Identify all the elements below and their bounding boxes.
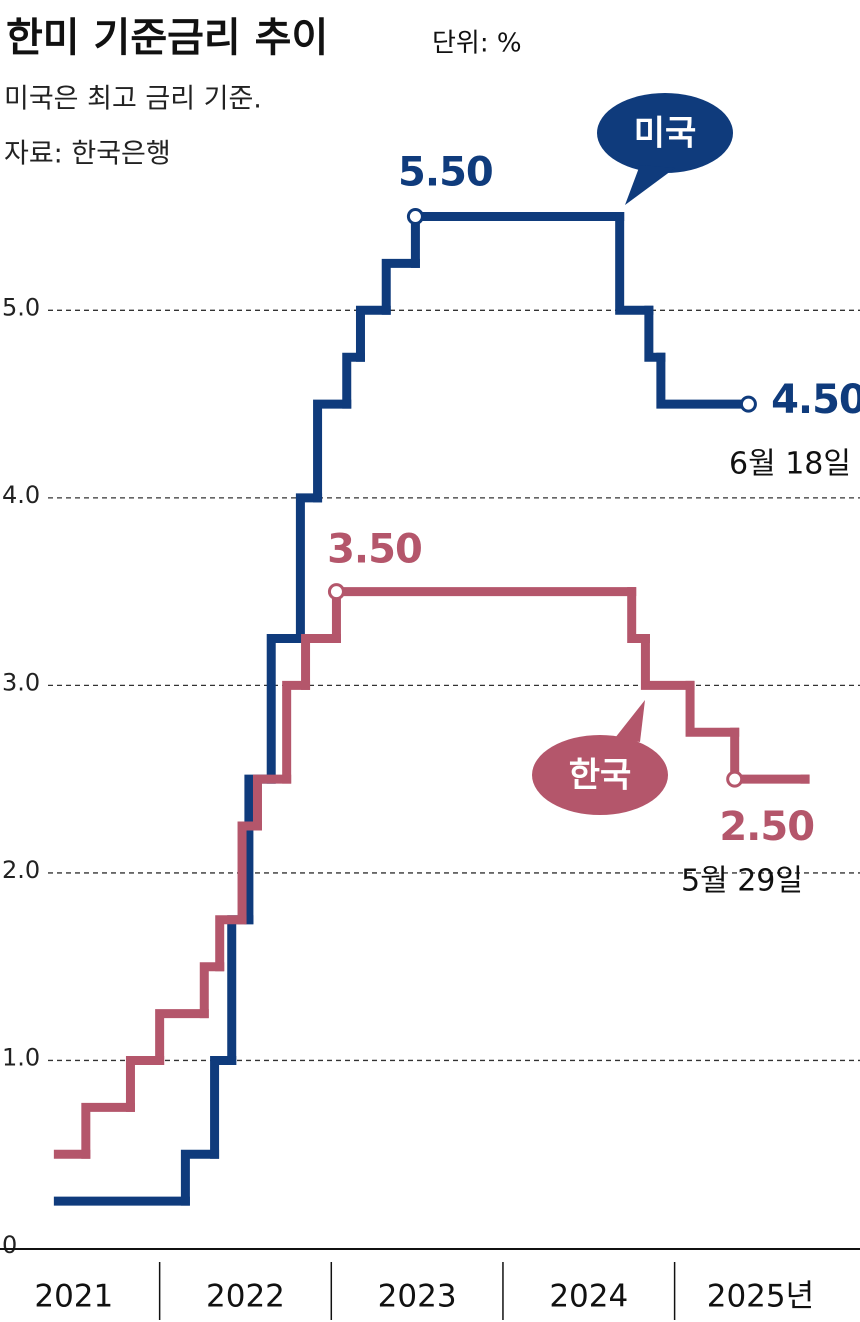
step-segment <box>155 1009 209 1065</box>
step-segment <box>301 634 341 690</box>
step-segment <box>180 1149 220 1206</box>
x-tick-label: 2024 <box>549 1279 628 1315</box>
date-annotation: 6월 18일 <box>729 447 851 482</box>
x-tick-label: 2022 <box>206 1279 285 1315</box>
step-segment <box>81 1102 135 1159</box>
value-label: 5.50 <box>398 150 493 196</box>
step-segment <box>331 587 637 643</box>
step-segment <box>210 1055 237 1159</box>
step-segment <box>410 212 625 268</box>
unit-label: 단위: % <box>432 29 522 59</box>
legend-bubble <box>597 93 733 173</box>
x-tick-label: 2025년 <box>707 1279 814 1315</box>
x-tick-label: 2023 <box>378 1279 457 1315</box>
step-segment <box>381 258 420 315</box>
step-segment <box>266 634 305 784</box>
step-segment <box>313 399 352 503</box>
step-segment <box>644 305 666 362</box>
value-label: 2.50 <box>719 804 814 850</box>
y-tick-label: 5.0 <box>2 293 40 321</box>
y-tick-label: 0 <box>2 1231 17 1259</box>
step-segment <box>656 352 753 409</box>
series-line <box>53 587 810 1159</box>
step-segment <box>125 1055 165 1112</box>
step-segment <box>627 587 650 643</box>
legend-bubble-tail <box>625 165 675 205</box>
date-annotation: 5월 29일 <box>681 864 803 899</box>
step-segment <box>342 352 365 409</box>
step-segment <box>237 821 262 925</box>
legend-label: 한국 <box>569 756 632 796</box>
step-segment <box>282 680 311 784</box>
step-segment <box>685 680 740 737</box>
legend-label: 미국 <box>634 114 697 154</box>
step-segment <box>615 212 654 315</box>
step-segment <box>640 634 695 690</box>
source: 자료: 한국은행 <box>4 139 171 170</box>
step-segment <box>199 962 225 1019</box>
step-segment <box>355 305 391 362</box>
point-marker <box>406 208 424 226</box>
step-segment <box>730 727 810 784</box>
chart-title: 한미 기준금리 추이 <box>6 15 328 61</box>
step-segment <box>227 915 254 1065</box>
step-segment <box>215 915 247 972</box>
y-tick-label: 3.0 <box>2 668 40 696</box>
point-marker <box>739 395 757 413</box>
step-segment <box>295 493 323 643</box>
subtitle: 미국은 최고 금리 기준. <box>4 84 262 115</box>
y-tick-label: 1.0 <box>2 1043 40 1071</box>
legend-bubble <box>532 735 668 815</box>
y-tick-label: 2.0 <box>2 856 40 884</box>
point-marker <box>327 583 345 601</box>
step-segment <box>252 774 292 831</box>
value-label: 3.50 <box>327 527 422 573</box>
value-label: 4.50 <box>771 377 860 423</box>
y-tick-label: 4.0 <box>2 481 40 509</box>
x-tick-label: 2021 <box>34 1279 113 1315</box>
legend-bubble-tail <box>615 700 645 742</box>
point-marker <box>726 770 744 788</box>
